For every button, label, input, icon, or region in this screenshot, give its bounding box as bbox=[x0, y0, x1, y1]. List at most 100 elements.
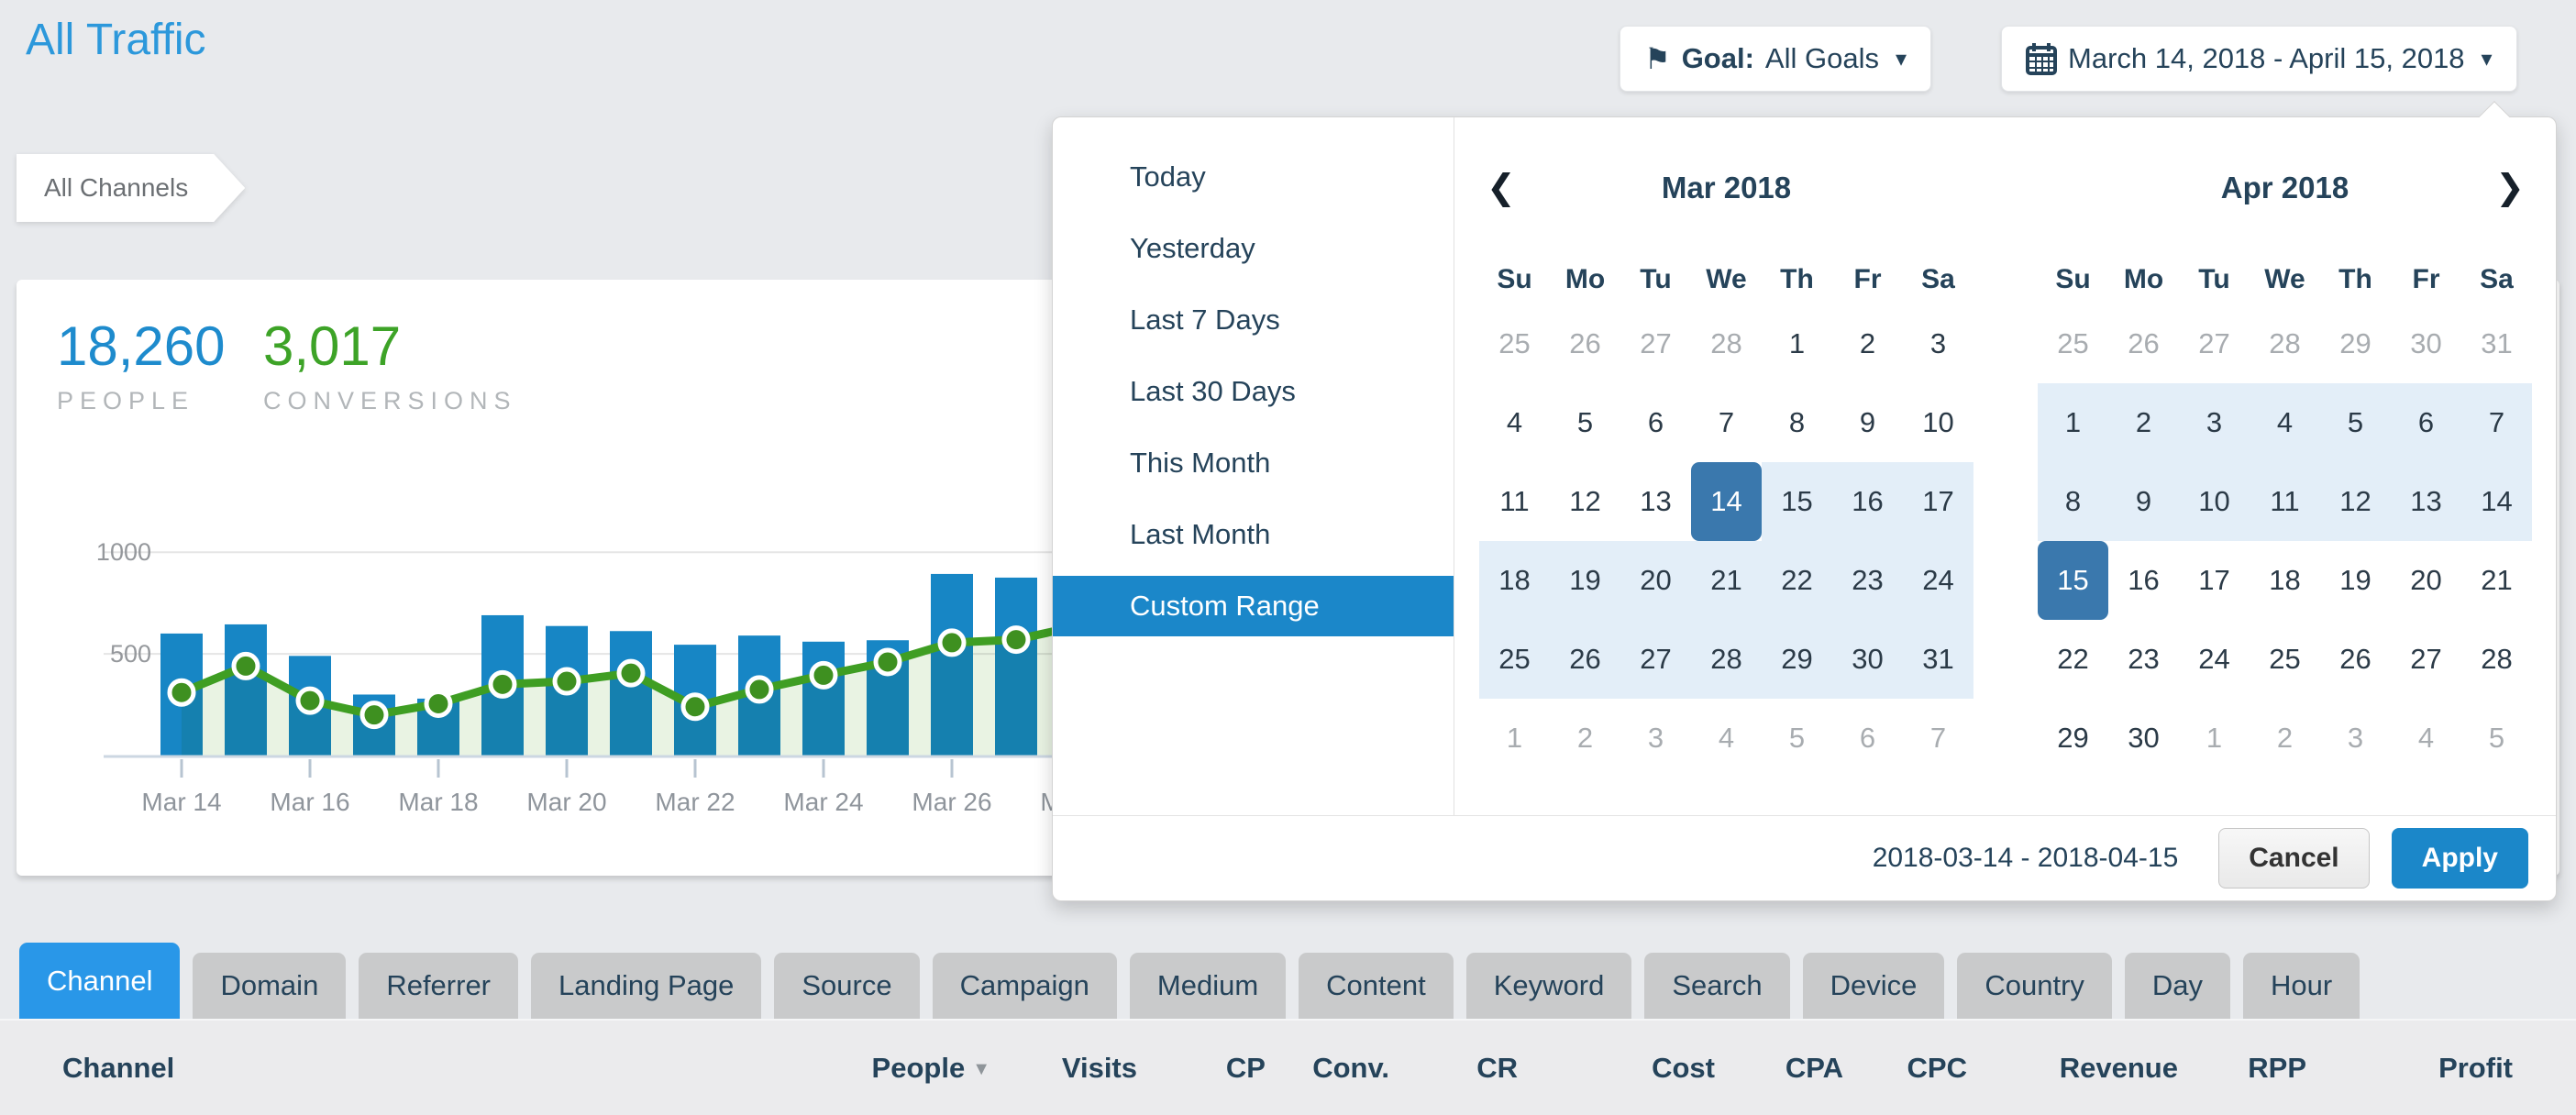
calendar-day[interactable]: 7 bbox=[1718, 406, 1735, 438]
marker-mar-15[interactable] bbox=[231, 651, 260, 680]
datepicker-preset-yesterday[interactable]: Yesterday bbox=[1130, 232, 1255, 264]
calendar-day[interactable]: 5 bbox=[2488, 722, 2505, 754]
tab-hour[interactable]: Hour bbox=[2243, 953, 2360, 1019]
calendar-day[interactable]: 4 bbox=[1718, 722, 1735, 754]
calendar-day[interactable]: 18 bbox=[1479, 541, 1550, 620]
calendar-day[interactable]: 25 bbox=[1498, 327, 1531, 359]
calendar-day-selected[interactable]: 14 bbox=[1691, 462, 1762, 541]
tab-keyword[interactable]: Keyword bbox=[1465, 953, 1632, 1019]
calendar-day[interactable]: 4 bbox=[2417, 722, 2435, 754]
calendar-day[interactable]: 16 bbox=[1832, 462, 1903, 541]
calendar-day[interactable]: 25 bbox=[1479, 620, 1550, 699]
column-header-cp[interactable]: CP bbox=[1137, 1052, 1266, 1085]
date-range-button[interactable]: March 14, 2018 - April 15, 2018 ▾ bbox=[2001, 26, 2517, 92]
tab-domain[interactable]: Domain bbox=[193, 953, 347, 1019]
conversions-markers[interactable] bbox=[167, 625, 1031, 730]
calendar-day[interactable]: 25 bbox=[2057, 327, 2089, 359]
calendar-day[interactable]: 3 bbox=[1647, 722, 1664, 754]
marker-mar-20[interactable] bbox=[552, 667, 581, 696]
tab-content[interactable]: Content bbox=[1299, 953, 1454, 1019]
column-header-cpc[interactable]: CPC bbox=[1843, 1052, 1967, 1085]
marker-mar-17[interactable] bbox=[359, 701, 389, 730]
calendar-day[interactable]: 25 bbox=[2269, 643, 2301, 675]
calendar-day[interactable]: 1 bbox=[1788, 327, 1806, 359]
tab-device[interactable]: Device bbox=[1802, 953, 1945, 1019]
column-header-cost[interactable]: Cost bbox=[1518, 1052, 1715, 1085]
calendar-day[interactable]: 20 bbox=[2410, 564, 2442, 596]
calendar-day[interactable]: 2 bbox=[1576, 722, 1594, 754]
tab-channel[interactable]: Channel bbox=[19, 943, 181, 1019]
marker-mar-21[interactable] bbox=[616, 658, 646, 688]
calendar-day[interactable]: 27 bbox=[2410, 643, 2442, 675]
calendar-day[interactable]: 17 bbox=[1903, 462, 1973, 541]
marker-mar-19[interactable] bbox=[488, 669, 517, 699]
prev-month-icon[interactable]: ❮ bbox=[1487, 169, 1516, 207]
calendar-day[interactable]: 16 bbox=[2128, 564, 2160, 596]
tab-landing-page[interactable]: Landing Page bbox=[531, 953, 762, 1019]
calendar-day[interactable]: 20 bbox=[1620, 541, 1691, 620]
calendar-day[interactable]: 1 bbox=[2206, 722, 2223, 754]
calendar-day[interactable]: 2 bbox=[1859, 327, 1876, 359]
datepicker-preset-last-7-days[interactable]: Last 7 Days bbox=[1130, 304, 1280, 336]
calendar-day[interactable]: 28 bbox=[2481, 643, 2513, 675]
calendar-day[interactable]: 12 bbox=[1569, 485, 1601, 517]
calendar-day[interactable]: 29 bbox=[2057, 722, 2089, 754]
calendar-day[interactable]: 3 bbox=[1929, 327, 1947, 359]
column-header-cpa[interactable]: CPA bbox=[1715, 1052, 1843, 1085]
datepicker-preset-this-month[interactable]: This Month bbox=[1130, 447, 1271, 479]
calendar-day[interactable]: 29 bbox=[2339, 327, 2371, 359]
column-header-revenue[interactable]: Revenue bbox=[1967, 1052, 2178, 1085]
calendar-day[interactable]: 7 bbox=[1929, 722, 1947, 754]
tab-medium[interactable]: Medium bbox=[1129, 953, 1287, 1019]
calendar-day[interactable]: 17 bbox=[2198, 564, 2230, 596]
calendar-day[interactable]: 28 bbox=[2269, 327, 2301, 359]
column-header-conv-[interactable]: Conv. bbox=[1266, 1052, 1389, 1085]
column-header-profit[interactable]: Profit bbox=[2306, 1052, 2513, 1085]
calendar-day[interactable]: 30 bbox=[1832, 620, 1903, 699]
tab-country[interactable]: Country bbox=[1957, 953, 2112, 1019]
calendar-day[interactable]: 8 bbox=[1788, 406, 1806, 438]
calendar-day[interactable]: 1 bbox=[1506, 722, 1523, 754]
calendar-day[interactable]: 27 bbox=[1640, 327, 1672, 359]
calendar-day[interactable]: 31 bbox=[2481, 327, 2513, 359]
calendar-day[interactable]: 12 bbox=[2320, 462, 2391, 541]
calendar-day[interactable]: 5 bbox=[2320, 383, 2391, 462]
calendar-day[interactable]: 10 bbox=[2179, 462, 2250, 541]
calendar-day[interactable]: 29 bbox=[1762, 620, 1832, 699]
calendar-day[interactable]: 9 bbox=[2108, 462, 2179, 541]
marker-mar-24[interactable] bbox=[809, 660, 838, 690]
marker-mar-27[interactable] bbox=[1001, 625, 1031, 655]
column-header-cr[interactable]: CR bbox=[1389, 1052, 1518, 1085]
calendar-day[interactable]: 13 bbox=[1640, 485, 1672, 517]
marker-mar-22[interactable] bbox=[680, 692, 710, 722]
calendar-day[interactable]: 23 bbox=[1832, 541, 1903, 620]
calendar-day[interactable]: 18 bbox=[2269, 564, 2301, 596]
calendar-day[interactable]: 2 bbox=[2276, 722, 2294, 754]
calendar-day[interactable]: 28 bbox=[1710, 327, 1742, 359]
calendar-day[interactable]: 19 bbox=[1550, 541, 1620, 620]
cancel-button[interactable]: Cancel bbox=[2218, 828, 2370, 889]
calendar-day[interactable]: 19 bbox=[2339, 564, 2371, 596]
calendar-day[interactable]: 31 bbox=[1903, 620, 1973, 699]
calendar-day[interactable]: 26 bbox=[2128, 327, 2160, 359]
calendar-day[interactable]: 24 bbox=[2198, 643, 2230, 675]
calendar-day[interactable]: 5 bbox=[1576, 406, 1594, 438]
tab-campaign[interactable]: Campaign bbox=[932, 953, 1117, 1019]
datepicker-preset-last-month[interactable]: Last Month bbox=[1130, 518, 1271, 550]
calendar-day[interactable]: 27 bbox=[1620, 620, 1691, 699]
calendar-day[interactable]: 24 bbox=[1903, 541, 1973, 620]
calendar-day[interactable]: 28 bbox=[1691, 620, 1762, 699]
calendar-day[interactable]: 6 bbox=[1859, 722, 1876, 754]
calendar-day[interactable]: 5 bbox=[1788, 722, 1806, 754]
calendar-day[interactable]: 3 bbox=[2347, 722, 2364, 754]
calendar-day[interactable]: 11 bbox=[1499, 485, 1530, 517]
calendar-day[interactable]: 6 bbox=[1647, 406, 1664, 438]
column-header-rpp[interactable]: RPP bbox=[2178, 1052, 2306, 1085]
calendar-day[interactable]: 22 bbox=[2057, 643, 2089, 675]
calendar-day[interactable]: 9 bbox=[1859, 406, 1876, 438]
calendar-day[interactable]: 21 bbox=[2481, 564, 2513, 596]
calendar-day[interactable]: 30 bbox=[2128, 722, 2160, 754]
column-header-people[interactable]: People ▼ bbox=[798, 1052, 990, 1085]
calendar-day[interactable]: 6 bbox=[2391, 383, 2461, 462]
marker-mar-16[interactable] bbox=[295, 686, 325, 715]
